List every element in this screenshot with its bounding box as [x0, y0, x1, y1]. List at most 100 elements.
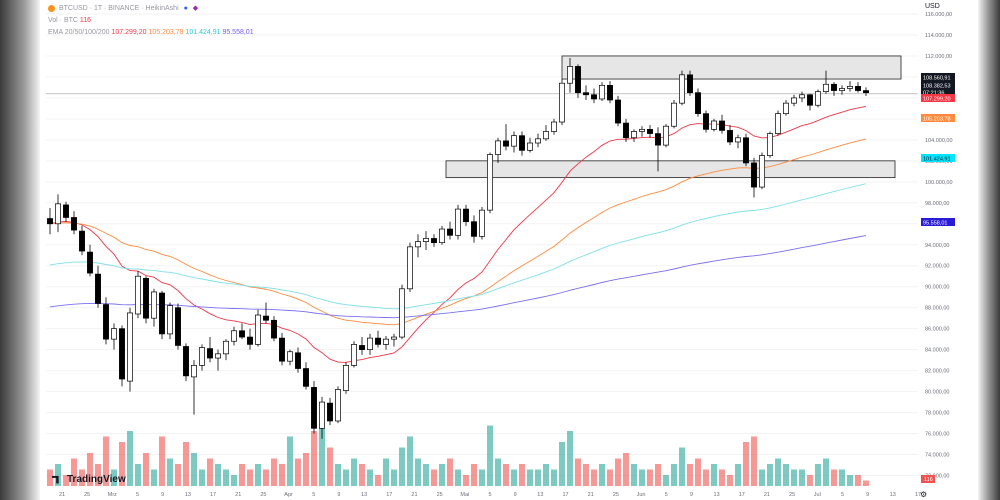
volume-bar [767, 464, 773, 486]
volume-bar [551, 469, 557, 486]
candle-body [623, 122, 629, 139]
candle [343, 362, 349, 394]
candle [175, 303, 181, 350]
volume-bar [439, 464, 445, 486]
candle-body [439, 228, 445, 244]
candle [191, 360, 197, 415]
candle-body [287, 351, 293, 362]
volume-bar [671, 464, 677, 486]
candle-body [791, 97, 797, 104]
ema-row[interactable]: EMA 20/50/100/200 107.299,20 105.203,78 … [48, 27, 254, 39]
resistance-zone [561, 55, 902, 80]
candle [383, 336, 389, 350]
candle-body [639, 129, 645, 132]
x-tick-label: 13 [537, 492, 543, 498]
symbol-row[interactable]: BTCUSD · 1T · BINANCE · HeikinAshi ● ◆ [48, 3, 254, 15]
volume-bar [719, 469, 725, 486]
candle [655, 127, 661, 172]
price-label-box [921, 94, 955, 102]
logo-text: TradingView [67, 474, 126, 485]
price-label-box [921, 73, 955, 81]
symbol-label[interactable]: BTCUSD · 1T · BINANCE · HeikinAshi [58, 5, 179, 12]
x-tick-label: 17 [562, 492, 568, 498]
volume-bar [327, 447, 333, 486]
candle [271, 316, 277, 342]
candle-body [511, 135, 517, 147]
candle-body [127, 312, 133, 382]
eye-icon[interactable]: ● [183, 5, 188, 12]
candle [679, 70, 685, 106]
x-tick-label: 5 [136, 492, 139, 498]
candle-body [319, 401, 325, 429]
candle [855, 82, 861, 93]
volume-bar [135, 464, 141, 486]
candle [695, 88, 701, 117]
volume-axis-box [921, 475, 935, 483]
price-label-box [921, 154, 955, 162]
candle-body [503, 140, 509, 147]
candle [143, 276, 149, 324]
candle-body [183, 346, 189, 377]
volume-bar [823, 458, 829, 486]
chart-panel[interactable] [40, 0, 978, 500]
volume-bar [599, 464, 605, 486]
candle [159, 290, 165, 340]
candle [623, 118, 629, 142]
volume-bar [271, 458, 277, 486]
y-tick-label: 114.000,00 [925, 33, 952, 39]
candle [127, 307, 133, 392]
volume-bar [383, 458, 389, 486]
candle [199, 344, 205, 371]
candle-body [487, 154, 493, 211]
candle [631, 129, 637, 142]
candle [727, 125, 733, 146]
settings-icon[interactable]: ◆ [192, 5, 199, 12]
candle [239, 323, 245, 340]
gear-icon[interactable]: ⚙ [920, 490, 928, 499]
x-tick-label: 25 [437, 492, 443, 498]
x-tick-label: 5 [665, 492, 668, 498]
candle-body [703, 113, 709, 130]
volume-bar [831, 469, 837, 486]
volume-bar [799, 469, 805, 486]
candle [719, 114, 725, 134]
candle-body [607, 84, 613, 101]
x-tick-label: 5 [488, 492, 491, 498]
volume-bar [199, 469, 205, 486]
y-tick-label: 116.000,00 [925, 12, 952, 18]
x-tick-label: Jul [814, 492, 821, 498]
bitcoin-icon [48, 4, 55, 12]
volume-bar [663, 475, 669, 486]
candle-body [815, 91, 821, 106]
candle [583, 85, 589, 101]
candle [527, 137, 533, 153]
x-tick-label: 13 [361, 492, 367, 498]
y-tick-label: 76.000,00 [925, 432, 949, 438]
y-tick-label: 112.000,00 [925, 54, 952, 60]
candle [303, 362, 309, 390]
price-label: 107.299,20 [923, 97, 951, 103]
volume-bar [615, 458, 621, 486]
candle [327, 397, 333, 426]
currency-selector[interactable]: USD [925, 3, 940, 10]
candle [647, 125, 653, 138]
candle-body [807, 94, 813, 106]
volume-bar [639, 469, 645, 486]
volume-bar [687, 464, 693, 486]
candle [767, 131, 773, 158]
settings-gear[interactable]: ⚙ [920, 490, 927, 499]
candle [847, 81, 853, 92]
volume-bar [791, 469, 797, 486]
candle-body [383, 338, 389, 345]
price-label: 108.560,91 [923, 76, 951, 82]
candle [839, 85, 845, 95]
price-label: 95.558,01 [923, 221, 947, 227]
candle [671, 100, 677, 129]
volume-row[interactable]: Vol · BTC 116 [48, 15, 254, 27]
volume-bar [239, 464, 245, 486]
candle [415, 234, 421, 258]
price-label: 105.203,78 [923, 117, 951, 123]
candle-body [79, 230, 85, 252]
candle-body [175, 307, 181, 346]
